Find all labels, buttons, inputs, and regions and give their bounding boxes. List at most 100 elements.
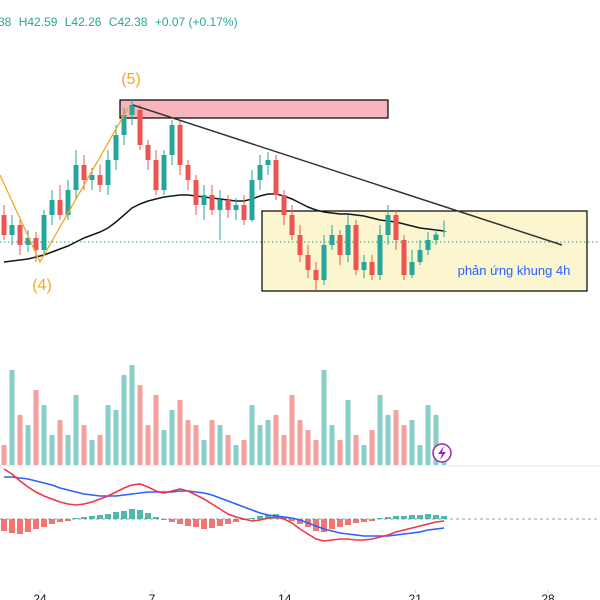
candle-body (425, 240, 431, 250)
macd-histogram-bar (161, 519, 167, 520)
volume-bar (329, 425, 335, 465)
header-item: H42.59 (19, 15, 58, 29)
macd-histogram-bar (121, 511, 127, 519)
macd-histogram-bar (201, 519, 207, 529)
candle-body (345, 225, 351, 255)
zone-label: phản ứng khung 4h (458, 263, 571, 278)
volume-bar (113, 410, 119, 465)
candle-body (185, 165, 191, 180)
candle-body (145, 145, 151, 160)
resistance-zone (119, 99, 389, 119)
macd-histogram-bar (17, 519, 23, 534)
candle-body (273, 160, 279, 195)
volume-bar (337, 440, 343, 465)
macd-histogram-bar (361, 519, 367, 522)
macd-signal-line (4, 476, 445, 537)
candle-body (385, 215, 391, 235)
volume-bar (65, 435, 71, 465)
wave-line (0, 107, 129, 264)
header-item: 38 (0, 15, 12, 29)
volume-bar (169, 410, 175, 465)
candle-body (441, 231, 447, 232)
volume-bar (161, 430, 167, 465)
macd-histogram-bar (321, 519, 327, 532)
volume-bar (273, 415, 279, 465)
candle-body (305, 255, 311, 270)
candle-body (353, 225, 359, 270)
candle-body (137, 110, 143, 145)
reaction-zone (261, 210, 588, 292)
candle-body (97, 175, 103, 185)
volume-bar (193, 425, 199, 465)
macd-histogram-bar (441, 516, 447, 519)
volume-bar (233, 445, 239, 465)
volume-bar (345, 400, 351, 465)
candle-body (33, 238, 39, 250)
macd-histogram-bar (41, 519, 47, 527)
macd-histogram-bar (257, 516, 263, 519)
x-tick-label: 28 (541, 592, 555, 600)
candle-body (17, 225, 23, 245)
volume-bar (289, 395, 295, 465)
candle-body (297, 235, 303, 255)
candle-body (1, 215, 7, 235)
macd-macd-line (3, 468, 445, 542)
volume-bar (121, 375, 127, 465)
macd-histogram-bar (89, 516, 95, 519)
macd-histogram-bar (353, 519, 359, 523)
macd-histogram-bar (433, 515, 439, 519)
macd-histogram-bar (289, 519, 295, 521)
macd-histogram-bar (345, 519, 351, 525)
volume-bar (353, 435, 359, 465)
volume-bar (377, 395, 383, 465)
volume-bar (25, 425, 31, 465)
macd-histogram-bar (393, 516, 399, 519)
macd-histogram-bar (97, 515, 103, 519)
candle-body (25, 238, 31, 245)
macd-histogram-bar (49, 519, 55, 524)
volume-bar (385, 415, 391, 465)
x-tick-label: 14 (278, 592, 292, 600)
macd-histogram-bar (425, 514, 431, 519)
candle-body (393, 215, 399, 240)
macd-histogram-bar (145, 513, 151, 519)
candle-body (65, 190, 71, 215)
candle-body (361, 262, 367, 270)
header-item: +0.07 (+0.17%) (155, 15, 238, 29)
candle-body (129, 105, 135, 115)
candle-body (377, 235, 383, 275)
candle-body (193, 180, 199, 205)
volume-bar (265, 420, 271, 465)
volume-bar (313, 440, 319, 465)
volume-bar (17, 415, 23, 465)
volume-bar (129, 365, 135, 465)
volume-bar (89, 440, 95, 465)
candle-body (177, 125, 183, 165)
x-tick-label: 21 (409, 592, 423, 600)
volume-bar (393, 410, 399, 465)
candle-body (257, 165, 263, 180)
macd-histogram-bar (385, 517, 391, 519)
macd-histogram-bar (177, 519, 183, 524)
macd-histogram-bar (9, 519, 15, 533)
macd-histogram-bar (401, 516, 407, 519)
volume-bar (369, 430, 375, 465)
candle-body (265, 160, 271, 165)
candle-body (121, 115, 127, 135)
candle-body (89, 175, 95, 180)
volume-bar (217, 425, 223, 465)
candle-body (241, 205, 247, 220)
volume-bar (297, 420, 303, 465)
volume-bar (241, 440, 247, 465)
candle-body (57, 200, 63, 215)
candle-body (329, 235, 335, 245)
moving-average (3, 193, 445, 263)
volume-bar (425, 405, 431, 465)
macd-histogram-bar (33, 519, 39, 529)
macd-histogram-bar (329, 519, 335, 529)
volume-bar (177, 400, 183, 465)
macd-histogram-bar (81, 517, 87, 519)
volume-bar (33, 390, 39, 465)
candle-body (233, 205, 239, 210)
volume-bar (361, 445, 367, 465)
